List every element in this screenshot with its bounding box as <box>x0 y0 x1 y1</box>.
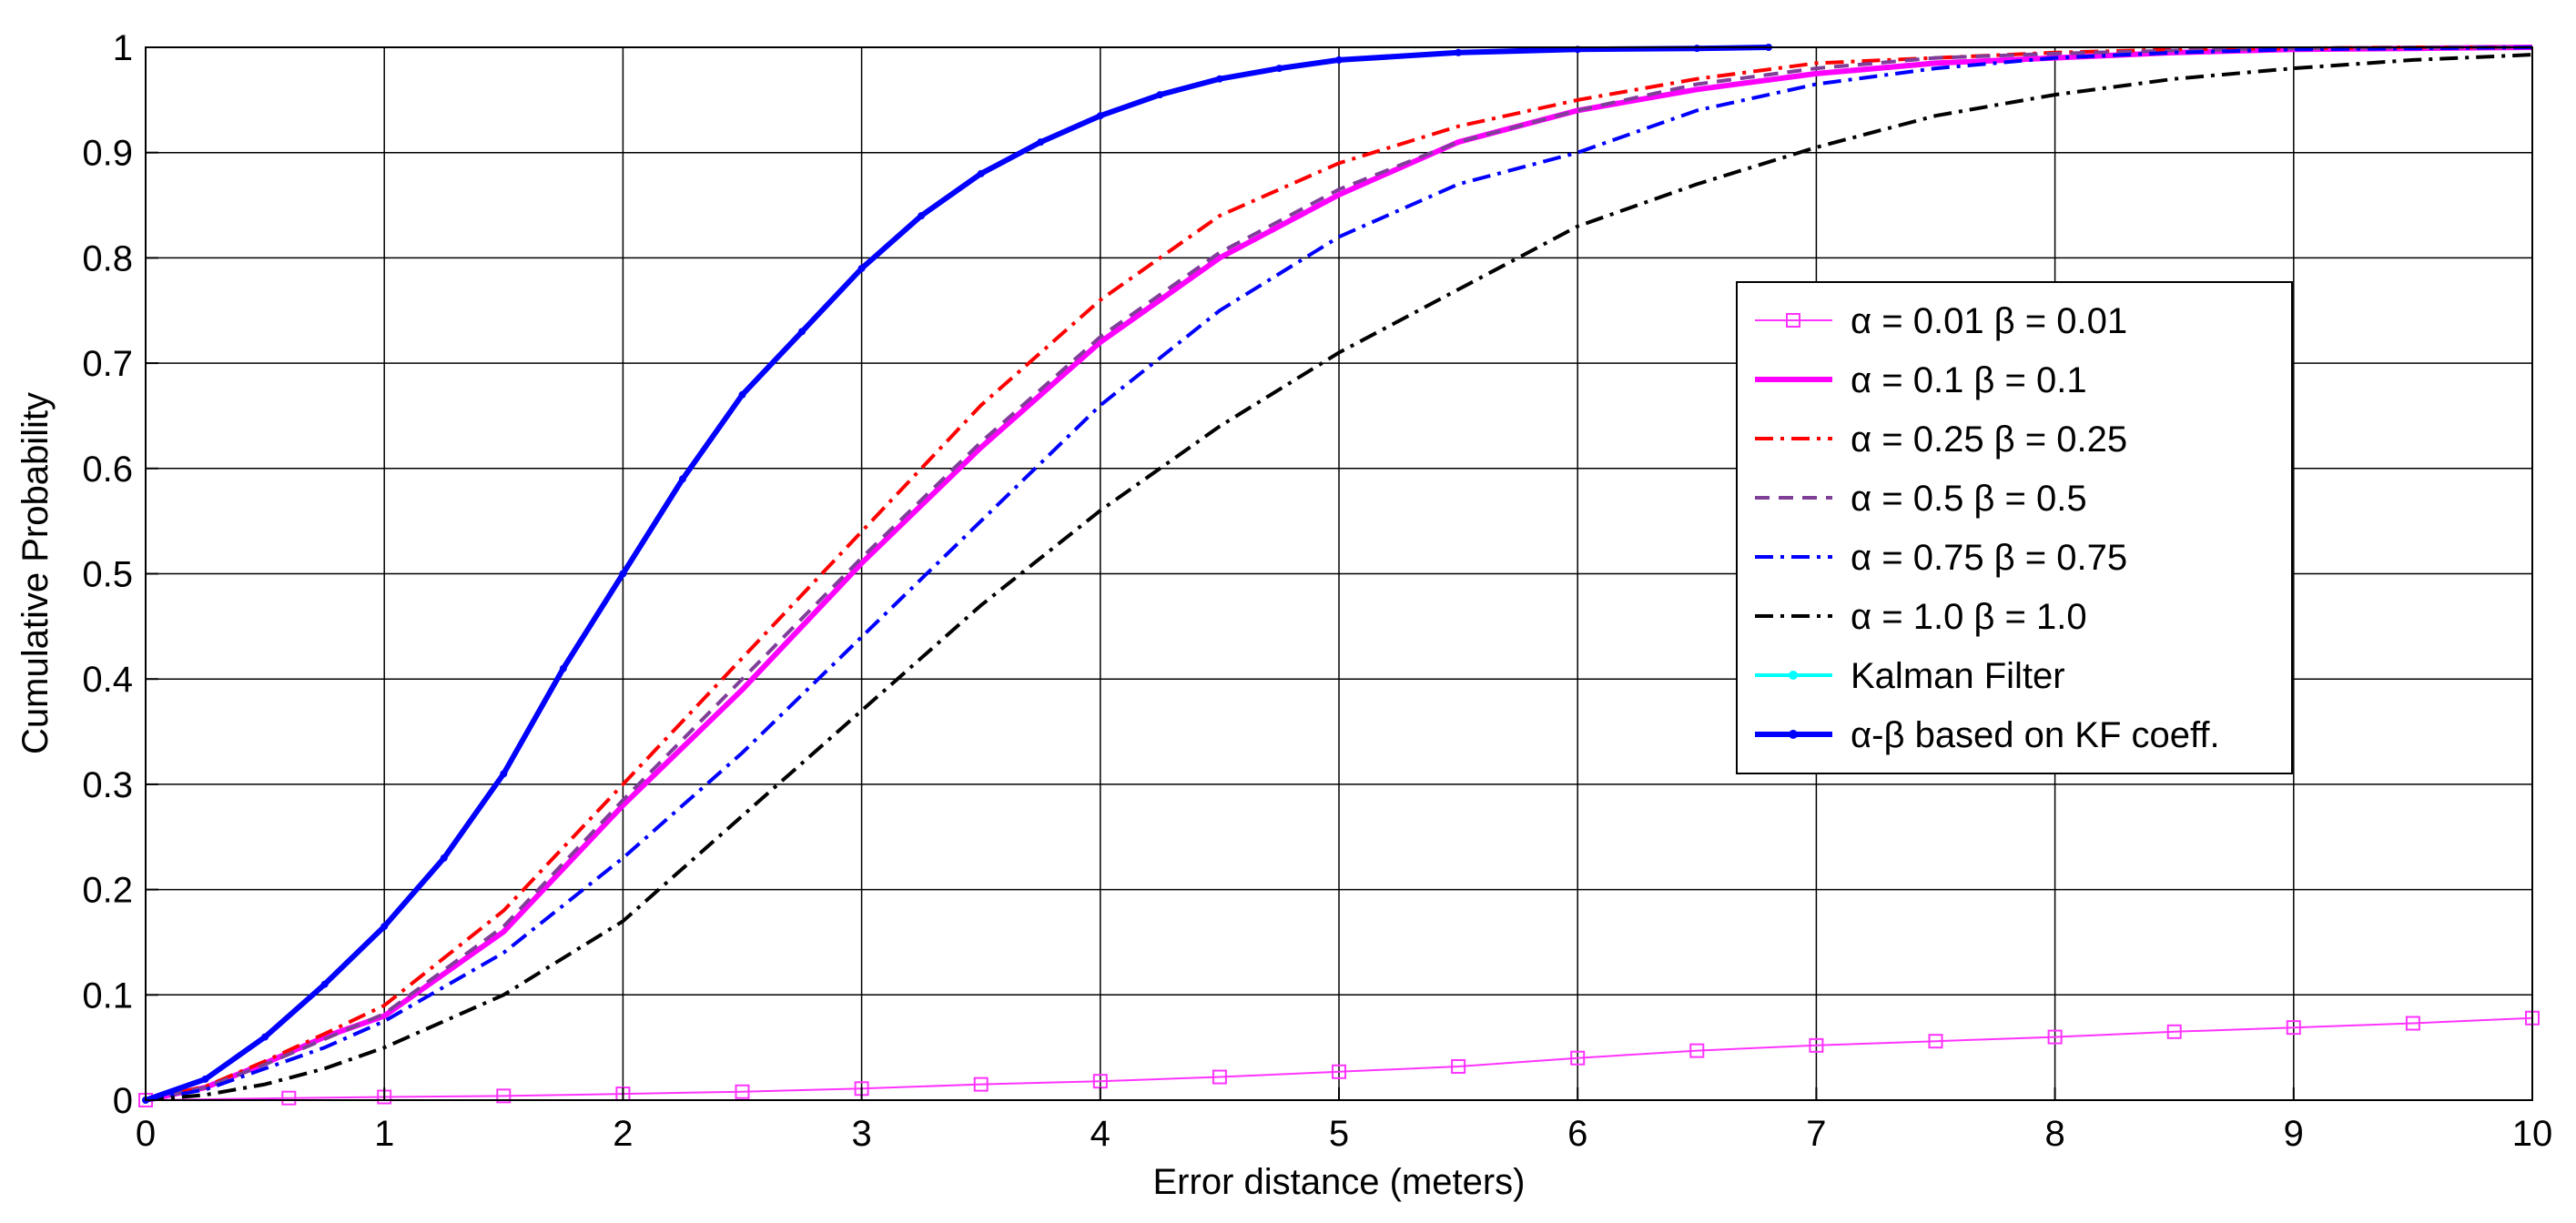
y-tick-label: 0.2 <box>82 871 133 911</box>
data-point <box>1335 56 1343 64</box>
series-line <box>145 45 2533 1103</box>
data-point <box>1215 75 1223 83</box>
series-1 <box>145 45 2533 1103</box>
data-point <box>977 169 985 177</box>
legend-item: α-β based on KF coeff. <box>1755 715 2220 755</box>
series-line <box>145 53 2533 1102</box>
y-tick-label: 0.3 <box>82 765 133 805</box>
y-axis-label: Cumulative Probability <box>15 392 56 754</box>
data-point <box>1928 1034 1943 1049</box>
y-tick-label: 0 <box>113 1081 133 1121</box>
data-point <box>2286 1020 2301 1036</box>
data-point <box>1212 1069 1227 1085</box>
legend-label: α = 0.25 β = 0.25 <box>1851 419 2127 460</box>
data-point <box>2166 1024 2182 1039</box>
data-point <box>2405 1016 2420 1031</box>
y-tick-label: 0.1 <box>82 975 133 1016</box>
data-point <box>320 980 329 988</box>
legend-label: α = 0.5 β = 0.5 <box>1851 479 2087 519</box>
y-tick-label: 0.4 <box>82 660 133 700</box>
x-tick-label: 8 <box>2044 1114 2064 1154</box>
data-point <box>678 475 686 483</box>
legend-label: α = 0.75 β = 0.75 <box>1851 538 2127 578</box>
y-tick-label: 0.6 <box>82 450 133 490</box>
data-point <box>1693 45 1701 53</box>
legend-label: α = 0.01 β = 0.01 <box>1851 301 2127 341</box>
series-layer <box>138 44 2540 1107</box>
legend-item: Kalman Filter <box>1755 656 2065 696</box>
x-tick-label: 0 <box>136 1114 156 1154</box>
data-point <box>496 1088 512 1104</box>
series-line <box>145 45 2533 1102</box>
data-point <box>500 770 508 778</box>
data-point <box>1455 48 1463 56</box>
data-point <box>281 1090 297 1106</box>
legend-marker <box>1789 671 1798 680</box>
series-4 <box>145 45 2533 1102</box>
x-tick-label: 2 <box>613 1114 633 1154</box>
legend-item: α = 0.1 β = 0.1 <box>1755 360 2087 400</box>
data-point <box>918 212 926 220</box>
legend-marker <box>1786 313 1800 328</box>
x-tick-label: 1 <box>374 1114 394 1154</box>
legend-label: α = 1.0 β = 1.0 <box>1851 597 2087 637</box>
series-3 <box>145 45 2532 1102</box>
data-point <box>440 854 448 862</box>
legend-label: α = 0.1 β = 0.1 <box>1851 360 2087 400</box>
legend-item: α = 1.0 β = 1.0 <box>1755 597 2087 637</box>
data-point <box>380 923 389 931</box>
legend-label: α-β based on KF coeff. <box>1851 715 2220 755</box>
data-point <box>619 570 627 578</box>
data-point <box>857 264 866 272</box>
x-tick-label: 3 <box>851 1114 871 1154</box>
x-tick-label: 6 <box>1567 1114 1587 1154</box>
data-point <box>1451 1058 1466 1074</box>
y-tick-label: 0.8 <box>82 238 133 278</box>
tick-layer: 0 1 2 3 4 5 6 7 8 9 10 0 0.1 0.2 0.3 0.4 0.5 0.6 0.7 0.8 0.9… <box>82 28 2552 1154</box>
legend-item: α = 0.25 β = 0.25 <box>1755 419 2127 460</box>
data-point <box>1689 1043 1705 1058</box>
data-point <box>261 1033 269 1041</box>
data-point <box>559 664 567 672</box>
data-point <box>1332 1064 1346 1079</box>
y-tick-label: 0.5 <box>82 555 133 595</box>
data-point <box>1275 65 1283 73</box>
y-tick-label: 1 <box>113 28 133 68</box>
legend-item: α = 0.75 β = 0.75 <box>1755 538 2127 578</box>
data-point <box>2047 1029 2063 1045</box>
series-line <box>145 45 2532 1102</box>
legend: α = 0.01 β = 0.01 α = 0.1 β = 0.1 α = 0.25… <box>1736 281 2293 774</box>
legend-label: Kalman Filter <box>1851 656 2065 696</box>
data-point <box>1096 112 1104 120</box>
series-7 <box>142 44 1772 1104</box>
data-point <box>735 1084 750 1099</box>
data-point <box>1570 1050 1586 1066</box>
legend-box <box>1736 281 2293 774</box>
data-point <box>1037 138 1045 147</box>
x-axis-label: Error distance (meters) <box>1153 1162 1526 1202</box>
x-tick-label: 5 <box>1329 1114 1349 1154</box>
data-point <box>738 390 746 399</box>
y-tick-label: 0.9 <box>82 134 133 174</box>
x-tick-label: 10 <box>2512 1114 2553 1154</box>
x-tick-label: 4 <box>1090 1114 1111 1154</box>
data-point <box>798 328 806 336</box>
data-point <box>973 1076 989 1092</box>
legend-item: α = 0.5 β = 0.5 <box>1755 479 2087 519</box>
series-line <box>145 1016 2533 1101</box>
data-point <box>201 1075 209 1083</box>
x-tick-label: 9 <box>2284 1114 2304 1154</box>
data-point <box>1156 91 1164 99</box>
x-tick-label: 7 <box>1806 1114 1826 1154</box>
legend-item: α = 0.01 β = 0.01 <box>1755 301 2127 341</box>
data-point <box>1809 1037 1824 1053</box>
y-tick-label: 0.7 <box>82 344 133 384</box>
legend-marker <box>1789 730 1798 739</box>
series-5 <box>145 53 2533 1102</box>
